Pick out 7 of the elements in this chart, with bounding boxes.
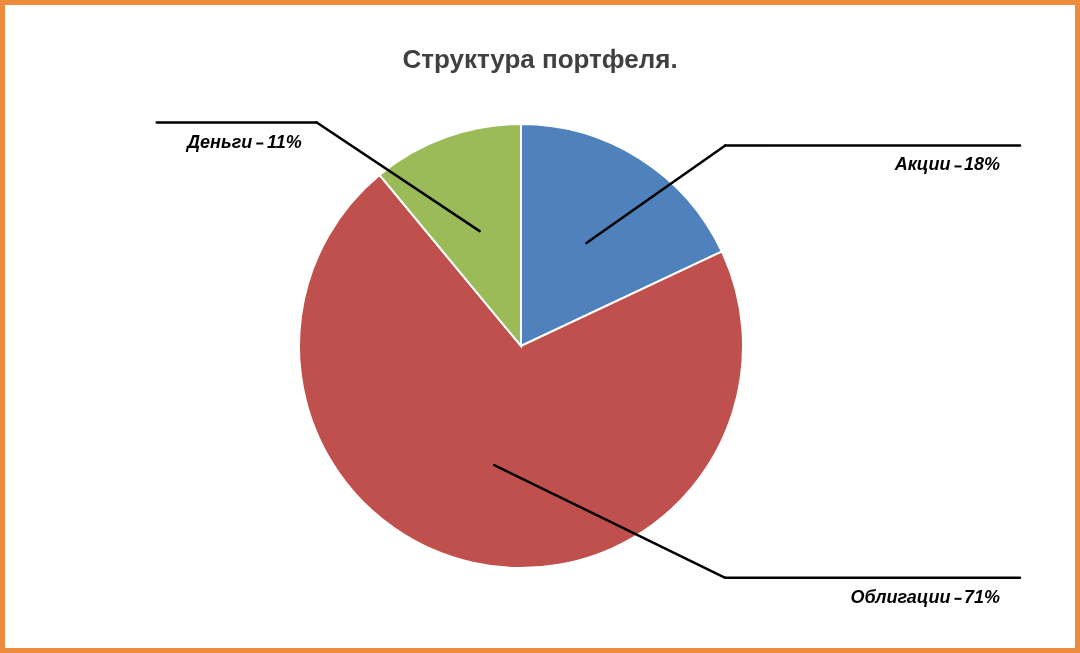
data-label: 18% [963, 154, 1000, 175]
slice-label: Облигации [850, 586, 951, 607]
data-label: 11% [267, 131, 302, 152]
chart-title: Структура портфеля. [402, 44, 678, 74]
slice-label: Деньги [185, 131, 253, 152]
slice-label: Акции [893, 154, 951, 175]
data-label: 71% [963, 586, 1000, 607]
